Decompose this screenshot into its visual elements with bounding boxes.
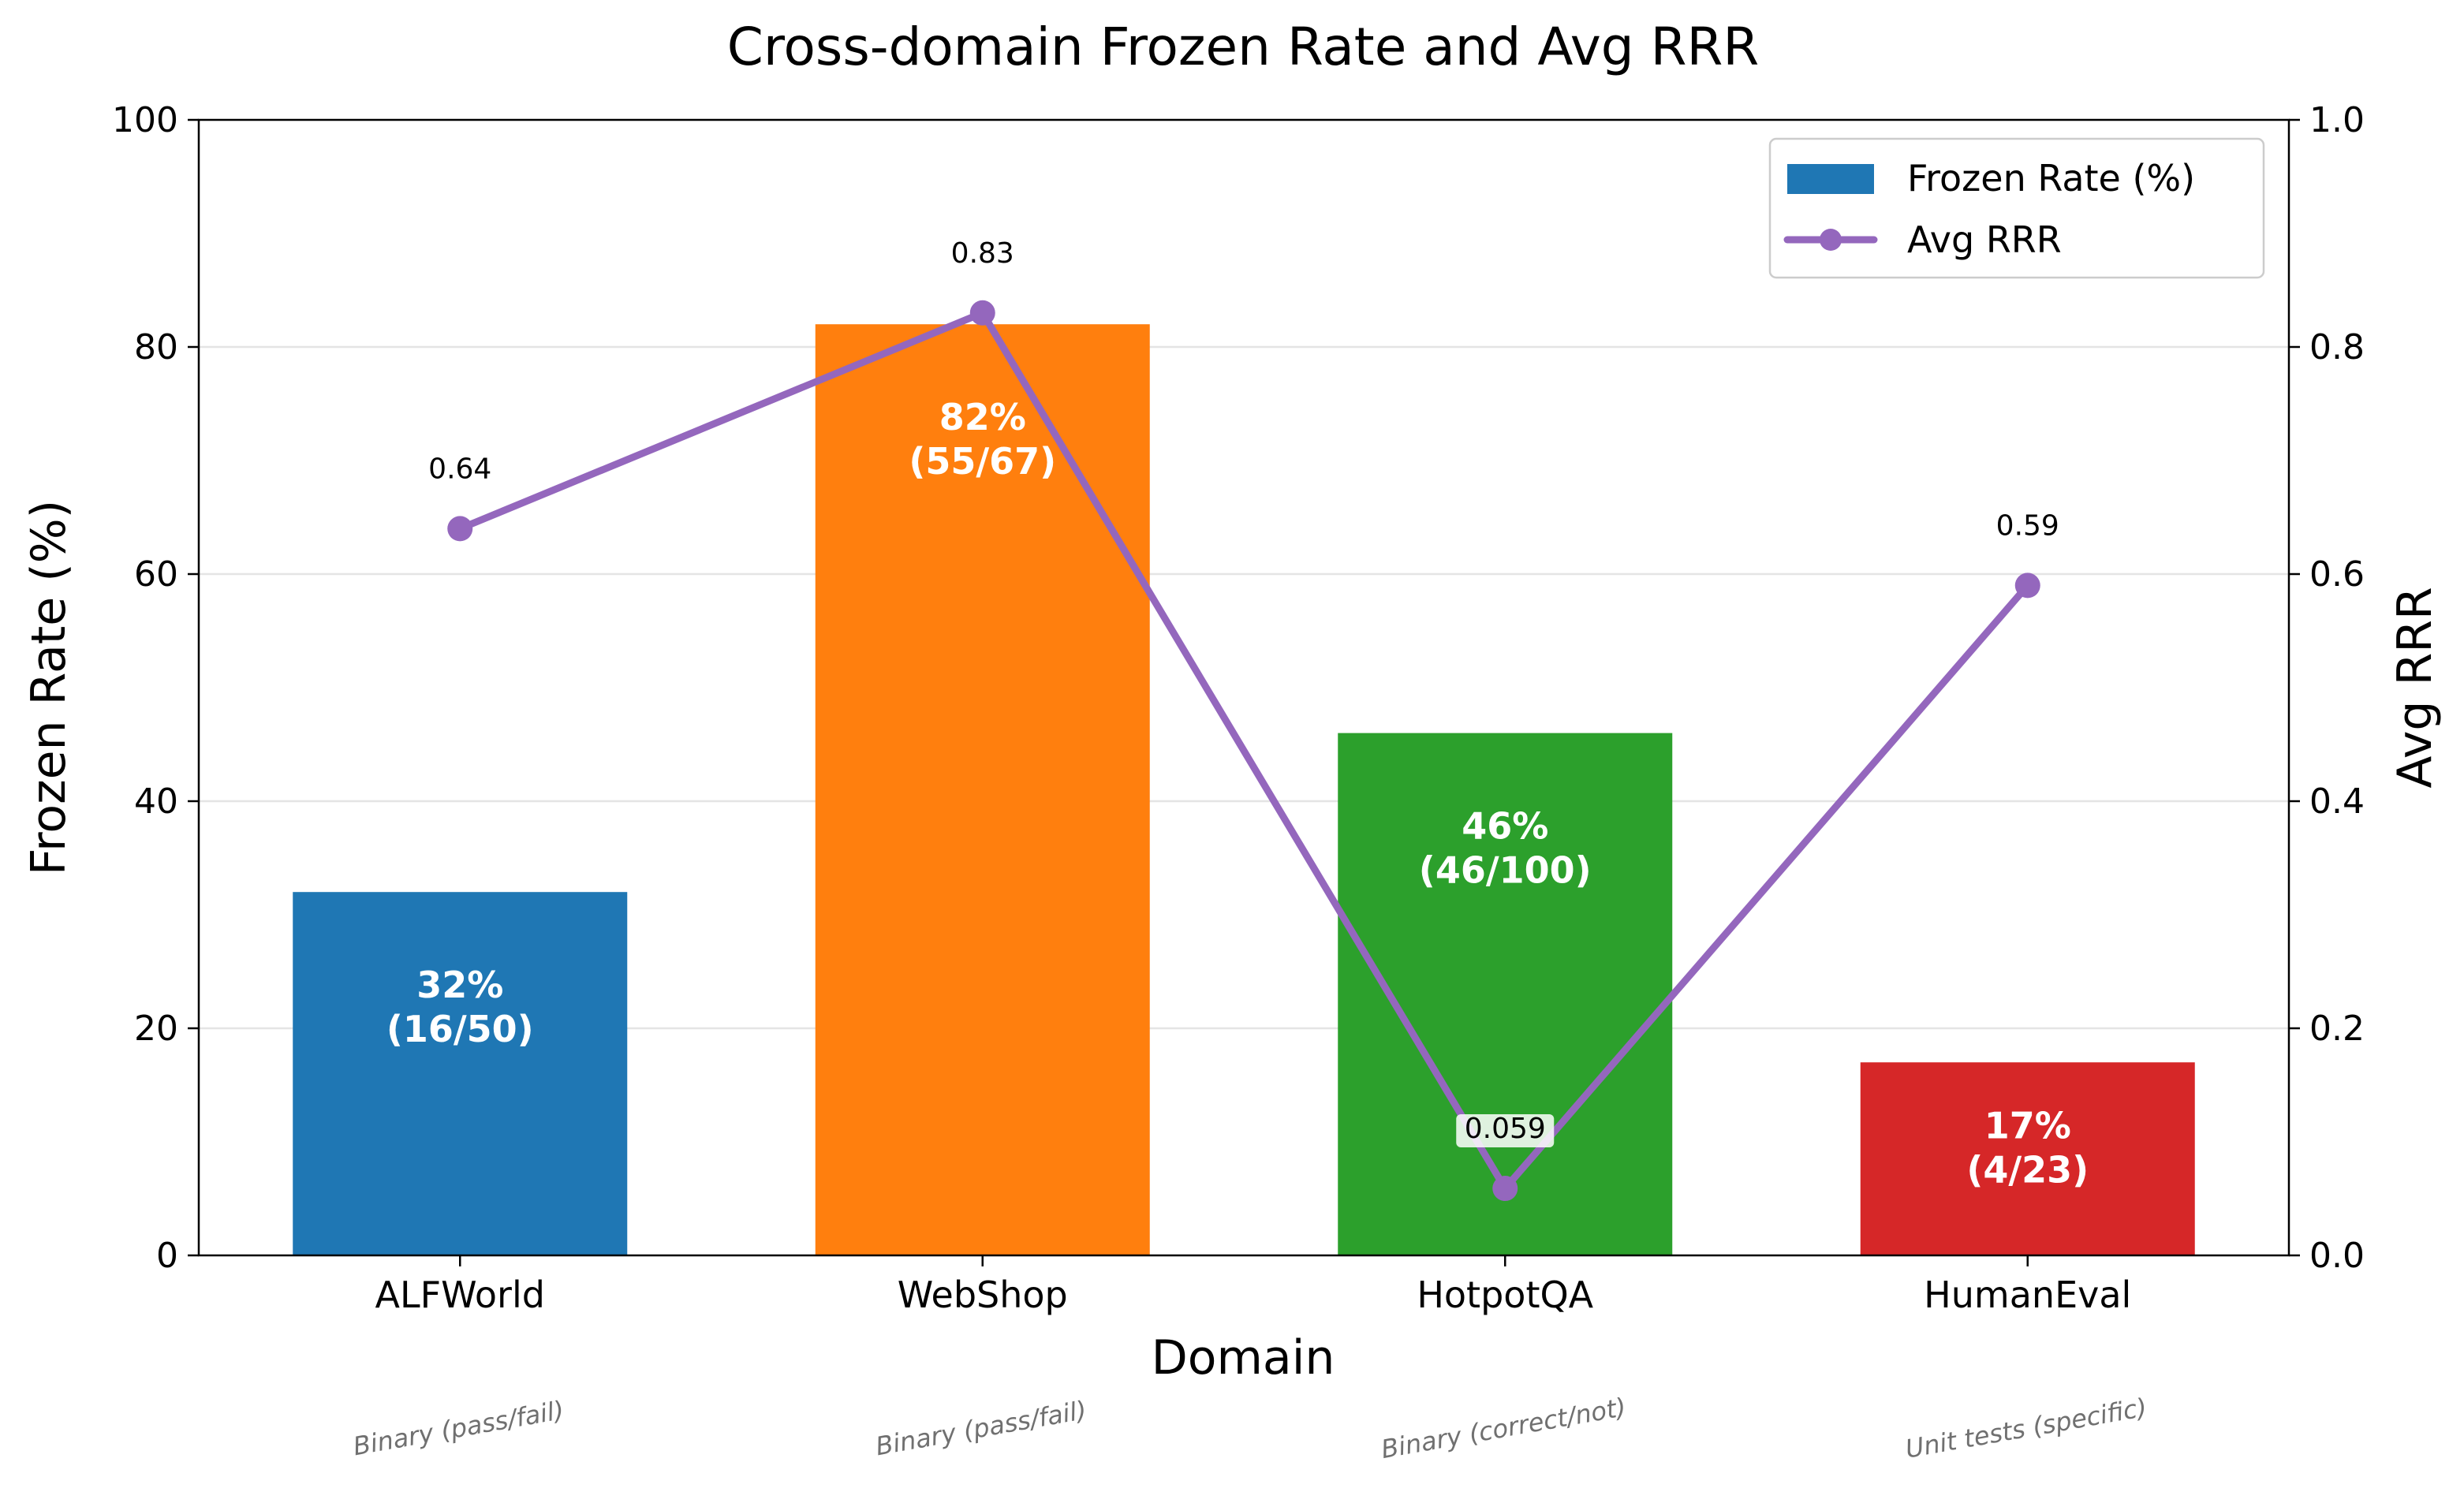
bar-value-label: 17% bbox=[1984, 1105, 2071, 1147]
legend-marker-avg-rrr bbox=[1820, 229, 1842, 251]
legend-label-avg-rrr: Avg RRR bbox=[1907, 218, 2062, 261]
bar-value-label: 32% bbox=[416, 964, 503, 1006]
y-tick-label: 60 bbox=[134, 554, 178, 595]
bars bbox=[293, 324, 2195, 1256]
rrr-point bbox=[1492, 1176, 1518, 1202]
bar-webshop bbox=[815, 324, 1150, 1256]
y2-tick-label: 0.4 bbox=[2309, 781, 2365, 822]
y2-tick-label: 0.2 bbox=[2309, 1009, 2365, 1049]
right-axis-ticks: 0.0 0.2 0.4 0.6 0.8 1.0 bbox=[2289, 100, 2365, 1276]
rrr-value-label-background bbox=[1456, 1114, 1555, 1148]
y-tick-label: 0 bbox=[156, 1236, 178, 1276]
bar-count-label: (55/67) bbox=[909, 440, 1056, 483]
bar-count-label: (46/100) bbox=[1419, 849, 1592, 892]
bar-hotpotqa bbox=[1338, 733, 1673, 1255]
bar-value-label: 46% bbox=[1462, 805, 1548, 848]
rrr-value-label: 0.59 bbox=[1996, 509, 2059, 542]
y-tick-label: 100 bbox=[112, 100, 178, 140]
y2-axis-label: Avg RRR bbox=[2387, 587, 2443, 788]
x-tick-label: ALFWorld bbox=[375, 1274, 545, 1316]
rrr-line-series: 0.64 0.83 0.059 0.59 bbox=[428, 237, 2059, 1202]
legend-swatch-frozen-rate bbox=[1787, 164, 1874, 194]
y2-tick-label: 0.6 bbox=[2309, 554, 2365, 595]
y-tick-label: 80 bbox=[134, 327, 178, 367]
plot-frame bbox=[197, 118, 2290, 1257]
y2-tick-label: 1.0 bbox=[2309, 100, 2365, 140]
y2-tick-label: 0.0 bbox=[2309, 1236, 2365, 1276]
bar-count-label: (16/50) bbox=[386, 1008, 534, 1050]
rrr-point bbox=[447, 516, 473, 542]
chart-title: Cross-domain Frozen Rate and Avg RRR bbox=[727, 17, 1759, 77]
bar-labels: 32%(16/50) 82%(55/67) 46%(46/100) 17%(4/23) bbox=[386, 396, 2089, 1191]
bar-value-label: 82% bbox=[939, 396, 1026, 438]
rrr-point bbox=[2014, 572, 2040, 599]
y-axis-label: Frozen Rate (%) bbox=[21, 500, 77, 875]
axes bbox=[197, 118, 2290, 1257]
rrr-value-label: 0.059 bbox=[1465, 1113, 1546, 1145]
x-tick-label: HotpotQA bbox=[1417, 1274, 1593, 1316]
bar-count-label: (4/23) bbox=[1966, 1149, 2089, 1192]
legend: Frozen Rate (%) Avg RRR bbox=[1768, 137, 2265, 279]
x-tick-label: WebShop bbox=[898, 1274, 1068, 1316]
rrr-value-label: 0.83 bbox=[951, 237, 1014, 270]
rrr-line bbox=[456, 309, 2032, 1192]
x-axis-label: Domain bbox=[1152, 1330, 1335, 1386]
y-tick-label: 40 bbox=[134, 781, 178, 822]
rrr-value-label: 0.64 bbox=[428, 453, 491, 485]
bar-humaneval bbox=[1860, 1062, 2195, 1255]
rrr-point bbox=[969, 300, 995, 326]
left-axis-ticks: 0 20 40 60 80 100 bbox=[112, 100, 199, 1276]
legend-box bbox=[1768, 137, 2265, 279]
x-tick-label: HumanEval bbox=[1924, 1274, 2131, 1316]
y2-tick-label: 0.8 bbox=[2309, 327, 2365, 367]
y-tick-label: 20 bbox=[134, 1009, 178, 1049]
legend-label-frozen-rate: Frozen Rate (%) bbox=[1907, 157, 2195, 200]
bar-alfworld bbox=[293, 892, 628, 1255]
